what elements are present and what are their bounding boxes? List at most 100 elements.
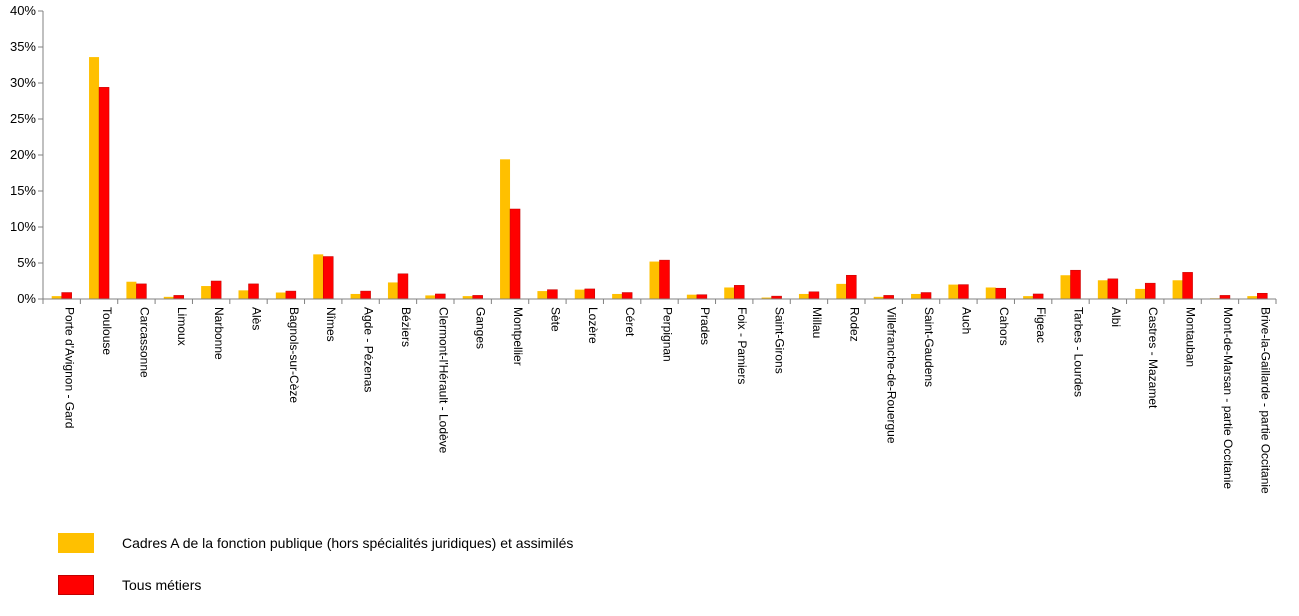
bar-cadres-30: [1172, 280, 1183, 299]
bar-cadres-5: [238, 290, 249, 299]
bar-cadres-2: [126, 281, 137, 299]
bar-cadres-28: [1097, 280, 1108, 299]
bar-tous-4: [210, 280, 222, 300]
x-category-label: Montauban: [1184, 307, 1198, 367]
bar-cadres-29: [1135, 288, 1146, 299]
bar-cadres-11: [462, 296, 473, 299]
x-category-label: Montpellier: [511, 307, 525, 366]
x-category-label: Brive-la-Gaillarde - partie Occitanie: [1258, 307, 1272, 494]
legend: Cadres A de la fonction publique (hors s…: [58, 532, 573, 616]
bar-tous-11: [472, 295, 483, 300]
bar-tous-24: [958, 284, 969, 300]
x-category-label: Rodez: [847, 307, 861, 342]
bar-tous-1: [98, 87, 110, 300]
x-category-label: Cahors: [997, 307, 1011, 346]
y-tick-label: 30%: [10, 75, 36, 90]
bar-cadres-21: [836, 283, 847, 299]
x-category-label: Perpignan: [661, 307, 675, 362]
bar-tous-31: [1219, 295, 1231, 300]
bar-cadres-12: [500, 159, 511, 299]
legend-label-cadres: Cadres A de la fonction publique (hors s…: [122, 535, 574, 551]
bar-cadres-8: [350, 293, 361, 299]
x-category-label: Limoux: [175, 307, 189, 346]
bar-cadres-32: [1247, 296, 1258, 299]
bar-cadres-24: [948, 284, 959, 299]
bar-tous-16: [659, 259, 670, 300]
x-category-label: Narbonne: [212, 307, 226, 360]
bar-cadres-4: [201, 286, 212, 299]
x-category-label: Alès: [250, 307, 264, 330]
legend-label-tous: Tous métiers: [122, 577, 202, 593]
bar-tous-8: [360, 290, 371, 300]
bar-tous-2: [136, 283, 147, 300]
bar-cadres-26: [1023, 296, 1034, 299]
bar-cadres-7: [313, 254, 324, 299]
bar-tous-6: [285, 290, 297, 300]
bar-tous-13: [547, 289, 558, 300]
x-category-label: Ganges: [474, 307, 488, 349]
x-category-label: Millau: [810, 307, 824, 338]
bar-tous-0: [61, 292, 72, 300]
bar-tous-15: [621, 292, 633, 300]
y-tick-label: 5%: [17, 255, 36, 270]
bar-tous-14: [584, 288, 596, 300]
y-tick-label: 35%: [10, 39, 36, 54]
x-category-label: Villefranche-de-Rouergue: [885, 307, 899, 444]
bar-tous-5: [248, 283, 259, 300]
bar-tous-23: [920, 292, 932, 300]
bar-tous-3: [173, 295, 185, 300]
x-category-label: Agde - Pézenas: [362, 307, 376, 392]
x-category-label: Sète: [548, 307, 562, 332]
x-category-label: Nîmes: [324, 307, 338, 342]
bar-tous-32: [1257, 292, 1268, 300]
bar-cadres-18: [724, 287, 735, 299]
bar-cadres-20: [798, 293, 809, 299]
x-category-label: Prades: [698, 307, 712, 345]
bar-tous-29: [1144, 282, 1156, 300]
x-category-label: Auch: [959, 307, 973, 334]
bar-cadres-14: [574, 289, 585, 299]
bar-cadres-17: [686, 294, 697, 299]
y-tick-label: 0%: [17, 291, 36, 306]
bar-tous-21: [846, 274, 857, 300]
y-tick-label: 10%: [10, 219, 36, 234]
y-tick-label: 25%: [10, 111, 36, 126]
bar-tous-22: [883, 295, 894, 300]
bar-cadres-9: [387, 282, 398, 299]
x-category-label: Figeac: [1034, 307, 1048, 343]
bar-cadres-10: [425, 295, 436, 299]
y-tick-label: 20%: [10, 147, 36, 162]
bar-tous-17: [696, 294, 708, 300]
bar-cadres-23: [911, 293, 922, 299]
y-tick-label: 40%: [10, 3, 36, 18]
bar-cadres-19: [761, 297, 772, 299]
x-category-label: Céret: [623, 307, 637, 337]
x-category-label: Porte d'Avignon - Gard: [63, 307, 77, 428]
x-category-label: Clermont-l'Hérault - Lodève: [436, 307, 450, 454]
bar-tous-7: [322, 256, 334, 300]
bar-cadres-13: [537, 291, 548, 299]
x-category-label: Foix - Pamiers: [735, 307, 749, 384]
x-category-label: Toulouse: [100, 307, 114, 355]
x-category-label: Mont-de-Marsan - partie Occitanie: [1221, 307, 1235, 489]
legend-swatch-cadres: [58, 533, 94, 553]
legend-swatch-tous: [58, 575, 94, 595]
bar-cadres-27: [1060, 275, 1071, 299]
x-category-label: Lozère: [586, 307, 600, 344]
x-category-label: Bagnols-sur-Cèze: [287, 307, 301, 403]
x-category-label: Albi: [1109, 307, 1123, 327]
bar-cadres-16: [649, 261, 660, 299]
bar-tous-25: [995, 287, 1007, 300]
bar-tous-27: [1070, 269, 1081, 300]
bar-tous-9: [397, 273, 409, 300]
bar-tous-10: [435, 293, 446, 300]
bar-tous-18: [733, 285, 745, 300]
bar-cadres-22: [873, 296, 884, 299]
x-category-label: Castres - Mazamet: [1146, 307, 1160, 409]
bar-cadres-25: [985, 287, 996, 299]
bars: [51, 57, 1268, 300]
y-tick-label: 15%: [10, 183, 36, 198]
x-category-label: Saint-Girons: [773, 307, 787, 374]
bar-chart: 0% 5% 10% 15% 20% 25% 30% 35% 40% Porte d'Avigno…: [10, 3, 1277, 494]
bar-tous-30: [1182, 272, 1193, 300]
